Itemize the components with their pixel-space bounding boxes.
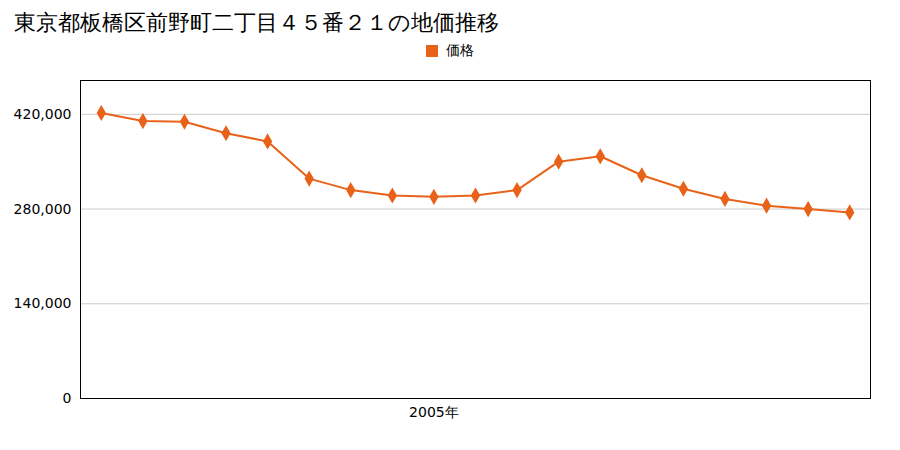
svg-text:0: 0 [63, 390, 72, 406]
svg-text:280,000: 280,000 [14, 201, 72, 217]
svg-text:2005年: 2005年 [409, 404, 459, 420]
svg-text:140,000: 140,000 [14, 295, 72, 311]
html-text:東京都板橋区前野町二丁目４５番２１の地価推移: 東京都板橋区前野町二丁目４５番２１の地価推移 [14, 10, 499, 35]
html-text:価格: 価格 [446, 42, 474, 58]
svg-text:420,000: 420,000 [14, 106, 72, 122]
